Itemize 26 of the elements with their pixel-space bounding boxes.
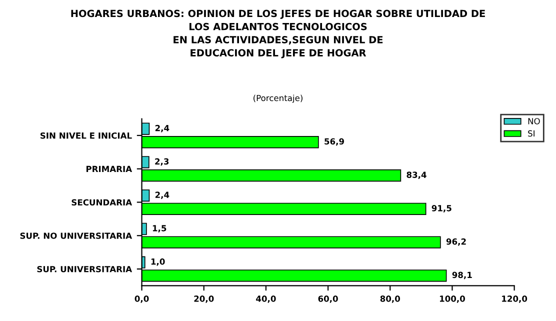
data-label: 91,5 bbox=[432, 205, 452, 212]
data-label: 1,5 bbox=[152, 225, 166, 232]
y-tick-label: SUP. NO UNIVERSITARIA bbox=[20, 232, 132, 239]
y-tick-label: SIN NIVEL E INICIAL bbox=[40, 132, 132, 139]
data-label: 96,2 bbox=[446, 238, 466, 246]
chart-title: HOGARES URBANOS: OPINION DE LOS JEFES DE HOGAR SOBRE UTILIDAD DE LOS ADELANTOS TECNOLOGICOS EN LAS ACTIVIDADES,SEGUN NIVEL DE EDUCACION DEL JEFE DE HOGAR bbox=[71, 10, 485, 58]
legend-label: SI bbox=[528, 130, 534, 137]
legend-label: NO bbox=[528, 118, 540, 124]
data-label: 2,4 bbox=[155, 124, 170, 132]
data-label: 1,0 bbox=[151, 258, 165, 266]
data-label: 98,1 bbox=[452, 272, 472, 280]
y-tick-label: SECUNDARIA bbox=[72, 199, 132, 206]
data-label: 56,9 bbox=[324, 138, 344, 146]
y-tick-label: PRIMARIA bbox=[86, 166, 132, 172]
data-label: 2,4 bbox=[155, 192, 170, 200]
x-tick-label: 120,0 bbox=[502, 296, 528, 303]
x-tick-label: 0,0 bbox=[134, 296, 149, 303]
x-tick-label: 40,0 bbox=[256, 296, 276, 303]
x-tick-label: 100,0 bbox=[440, 296, 465, 303]
data-label: 2,3 bbox=[155, 158, 169, 166]
x-tick-label: 80,0 bbox=[380, 296, 400, 303]
data-label: 83,4 bbox=[406, 172, 426, 180]
x-tick-label: 60,0 bbox=[318, 296, 338, 303]
chart-subtitle: (Porcentaje) bbox=[254, 94, 302, 103]
x-tick-label: 20,0 bbox=[194, 296, 214, 303]
y-tick-label: SUP. UNIVERSITARIA bbox=[37, 266, 132, 272]
